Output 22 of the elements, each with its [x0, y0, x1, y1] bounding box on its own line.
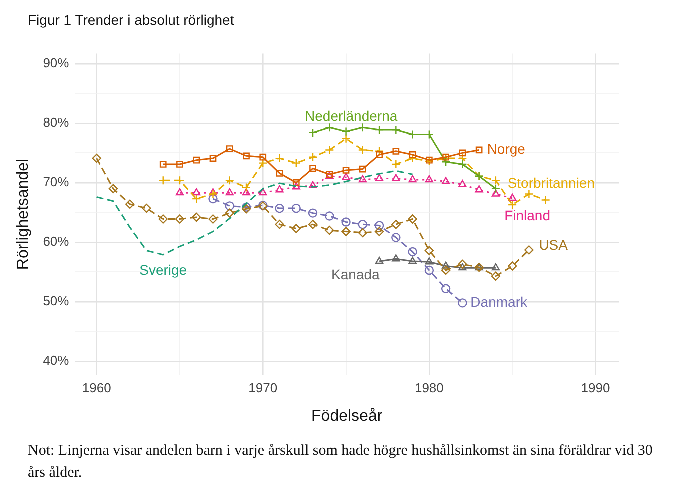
series-label: Finland: [504, 207, 550, 224]
chart-title: Figur 1 Trender i absolut rörlighet: [28, 12, 234, 28]
series-label: Nederländerna: [305, 108, 398, 124]
series-label: Sverige: [140, 262, 188, 278]
y-axis-title: Rörlighetsandel: [15, 158, 32, 270]
y-tick-label: 60%: [43, 234, 70, 250]
series-label: Norge: [487, 141, 526, 158]
series-label: Danmark: [470, 294, 528, 310]
y-tick-label: 70%: [43, 174, 70, 190]
x-axis-title: Födelseår: [312, 408, 384, 425]
x-tick-label: 1980: [414, 380, 444, 396]
series-label: Storbritannien: [508, 175, 596, 192]
y-tick-label: 80%: [43, 115, 70, 130]
series-label: USA: [539, 237, 569, 254]
y-tick-label: 50%: [43, 294, 70, 309]
x-tick-label: 1960: [82, 380, 112, 396]
x-tick-label: 1990: [581, 380, 610, 396]
text: Not: Linjerna visar andelen barn i varje årskull som hade högre hushållsinkomst än sina föräldrar vid 30 års ålder.: [28, 442, 654, 483]
x-tick-label: 1970: [248, 380, 278, 396]
series-label: Kanada: [332, 266, 380, 282]
y-tick-label: 40%: [43, 353, 70, 368]
y-tick-label: 90%: [43, 55, 70, 70]
